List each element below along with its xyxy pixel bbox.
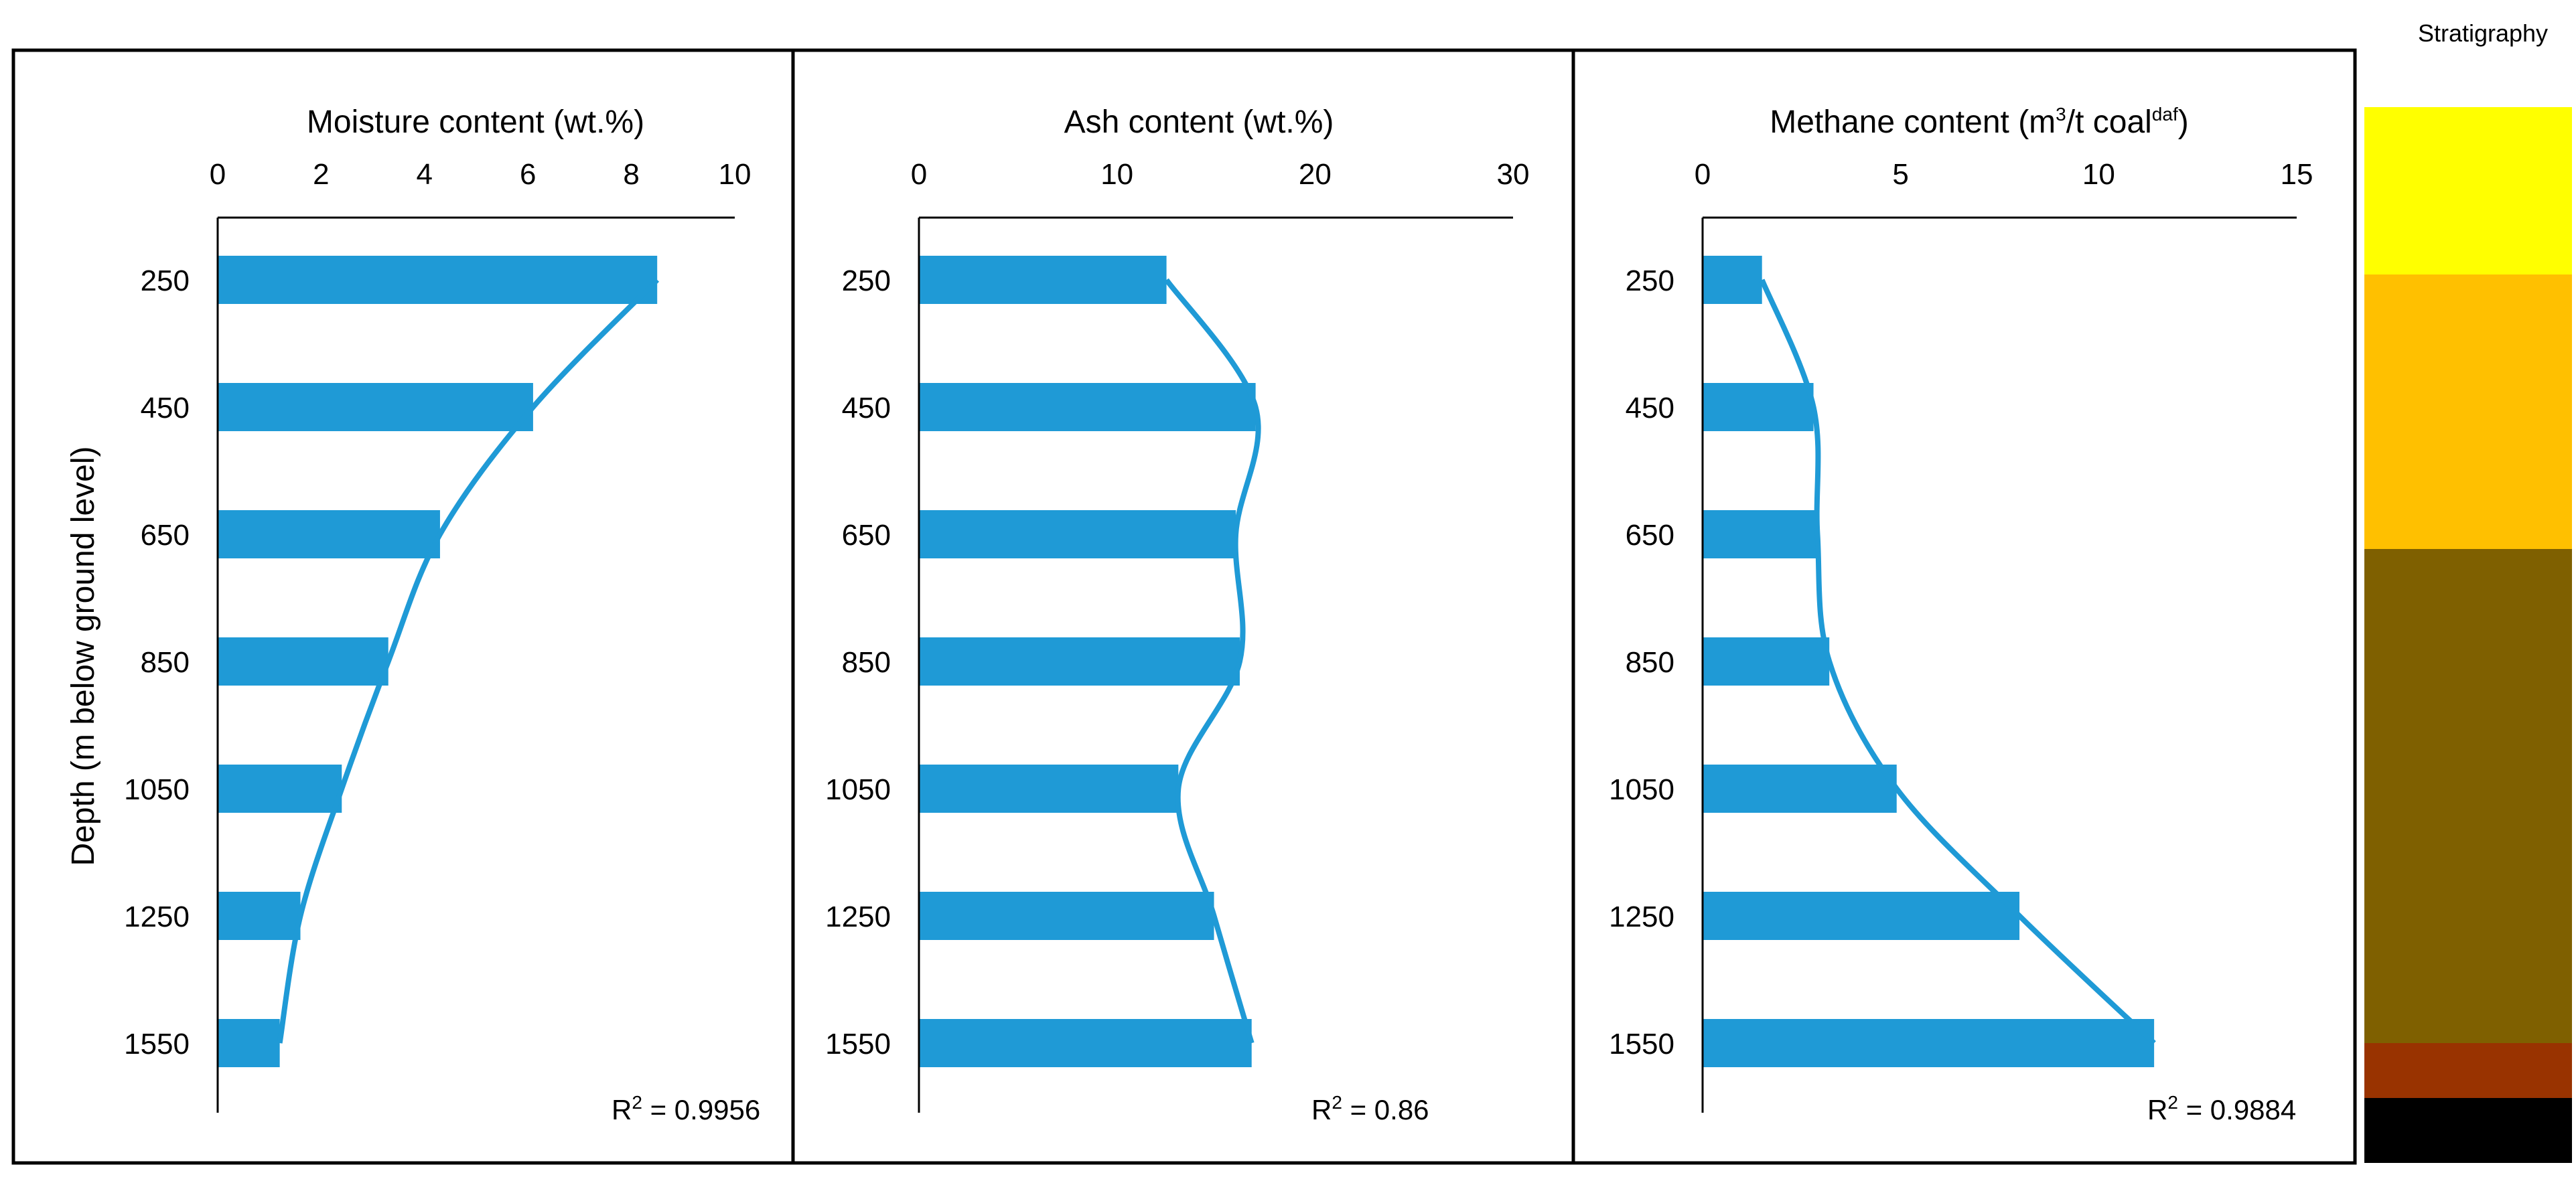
bar <box>218 256 658 304</box>
bar <box>919 765 1179 813</box>
x-ticks: 0 5 10 15 <box>1695 158 2313 191</box>
axes <box>918 216 1513 1113</box>
axes <box>216 216 735 1113</box>
x-tick-label: 2 <box>313 158 329 191</box>
bar <box>218 765 342 813</box>
panel-ash: Ash content (wt.%) 0 10 20 30 250 450 650 850 1… <box>825 104 1529 1125</box>
y-tick-label: 1550 <box>124 1028 190 1060</box>
y-tick-label: 1050 <box>1609 773 1674 806</box>
y-tick-label: 450 <box>842 392 891 424</box>
bar <box>1703 637 1830 686</box>
r-squared-label: R2 = 0.9956 <box>612 1092 760 1125</box>
x-tick-label: 10 <box>719 158 752 191</box>
x-tick-label: 0 <box>911 158 927 191</box>
y-axis-title: Depth (m below ground level) <box>66 447 101 866</box>
panel-title: Moisture content (wt.%) <box>307 104 644 140</box>
x-tick-label: 15 <box>2281 158 2313 191</box>
y-tick-label: 450 <box>1626 392 1674 424</box>
y-tick-label: 1250 <box>1609 900 1674 933</box>
bar <box>919 510 1236 558</box>
x-ticks: 0 2 4 6 8 10 <box>210 158 752 191</box>
bar <box>1703 1019 2155 1067</box>
stratigraphy-layer <box>2364 1098 2572 1163</box>
y-tick-label: 450 <box>141 392 190 424</box>
x-tick-label: 10 <box>2082 158 2115 191</box>
y-tick-label: 1050 <box>825 773 891 806</box>
y-tick-label: 850 <box>1626 646 1674 679</box>
bar <box>1703 892 2020 940</box>
x-tick-label: 20 <box>1299 158 1332 191</box>
r-squared-label: R2 = 0.86 <box>1311 1092 1429 1125</box>
bar <box>919 383 1256 431</box>
y-tick-label: 1250 <box>825 900 891 933</box>
x-tick-label: 0 <box>1695 158 1711 191</box>
y-tick-label: 1050 <box>124 773 190 806</box>
stratigraphy-layer <box>2364 107 2572 274</box>
x-ticks: 0 10 20 30 <box>911 158 1530 191</box>
y-tick-label: 650 <box>141 519 190 552</box>
y-tick-label: 650 <box>1626 519 1674 552</box>
bar <box>1703 765 1897 813</box>
bars <box>1703 256 2155 1067</box>
y-tick-label: 850 <box>141 646 190 679</box>
bar <box>919 256 1167 304</box>
axes <box>1701 216 2297 1113</box>
y-tick-label: 850 <box>842 646 891 679</box>
y-tick-label: 1550 <box>825 1028 891 1060</box>
stratigraphy-layer <box>2364 274 2572 549</box>
stratigraphy-column <box>2364 107 2572 1163</box>
bar <box>1703 256 1762 304</box>
x-tick-label: 0 <box>210 158 226 191</box>
panel-title: Ash content (wt.%) <box>1064 104 1334 140</box>
trendline <box>1759 279 2156 1045</box>
x-tick-label: 4 <box>417 158 433 191</box>
panel-moisture: Moisture content (wt.%) 0 2 4 6 8 10 250 450 65… <box>124 104 760 1125</box>
y-tick-label: 250 <box>1626 264 1674 297</box>
y-ticks: 250 450 650 850 1050 1250 1550 <box>825 264 891 1060</box>
x-tick-label: 6 <box>520 158 536 191</box>
stratigraphy-title: Stratigraphy <box>2418 19 2548 47</box>
bar <box>919 1019 1252 1067</box>
bar <box>218 510 440 558</box>
bar <box>1703 383 1814 431</box>
y-tick-label: 1250 <box>124 900 190 933</box>
bars <box>218 256 658 1067</box>
bar <box>218 1019 280 1067</box>
trendline <box>1164 278 1261 1044</box>
x-tick-label: 10 <box>1100 158 1133 191</box>
bar <box>218 383 533 431</box>
r-squared-label: R2 = 0.9884 <box>2147 1092 2296 1125</box>
y-tick-label: 650 <box>842 519 891 552</box>
bar <box>218 637 388 686</box>
panel-frame <box>11 48 2357 1165</box>
bar <box>919 892 1214 940</box>
bars <box>919 256 1256 1067</box>
stratigraphy-layer <box>2364 549 2572 1043</box>
panel-methane: Methane content (m3/t coaldaf) 0 5 10 15 25… <box>1609 104 2313 1125</box>
x-tick-label: 30 <box>1497 158 1530 191</box>
x-tick-label: 5 <box>1892 158 1908 191</box>
y-tick-label: 250 <box>842 264 891 297</box>
y-ticks: 250 450 650 850 1050 1250 1550 <box>124 264 190 1060</box>
bar <box>218 892 301 940</box>
y-tick-label: 1550 <box>1609 1028 1674 1060</box>
x-tick-label: 8 <box>623 158 639 191</box>
bar <box>1703 510 1818 558</box>
trendline <box>277 278 660 1044</box>
y-ticks: 250 450 650 850 1050 1250 1550 <box>1609 264 1674 1060</box>
panel-title: Methane content (m3/t coaldaf) <box>1770 104 2188 140</box>
bar <box>919 637 1240 686</box>
stratigraphy-layer <box>2364 1043 2572 1098</box>
y-tick-label: 250 <box>141 264 190 297</box>
